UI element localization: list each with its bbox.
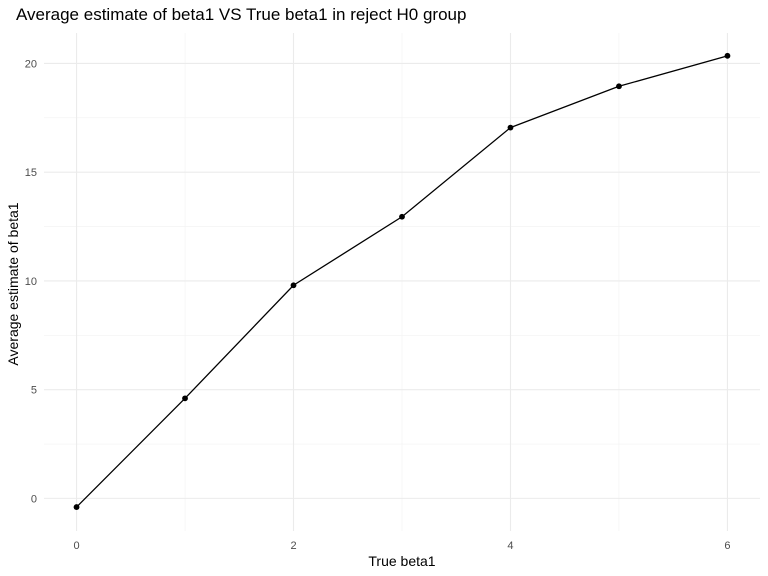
y-tick-label: 20 [25, 58, 37, 70]
grid-lines [44, 33, 760, 531]
x-tick-label: 2 [290, 540, 296, 552]
data-point [73, 504, 80, 510]
data-point [616, 83, 622, 90]
x-tick-label: 4 [507, 540, 513, 552]
x-axis-title: True beta1 [368, 553, 435, 569]
y-tick-label: 0 [31, 493, 37, 505]
x-tick-label: 0 [73, 540, 79, 552]
series-layer [73, 52, 731, 510]
y-tick-label: 10 [25, 276, 37, 288]
data-point [182, 395, 188, 402]
x-tick-label: 6 [724, 540, 730, 552]
data-point [507, 124, 514, 131]
y-axis-title: Average estimate of beta1 [5, 202, 21, 365]
y-tick-label: 15 [25, 167, 37, 179]
chart-title: Average estimate of beta1 VS True beta1 … [16, 5, 466, 24]
tick-labels: 0 2 4 6 0 5 10 15 20 [25, 58, 731, 552]
data-point [724, 52, 731, 59]
data-point [290, 282, 297, 289]
data-point [399, 213, 405, 220]
y-tick-label: 5 [31, 385, 37, 397]
